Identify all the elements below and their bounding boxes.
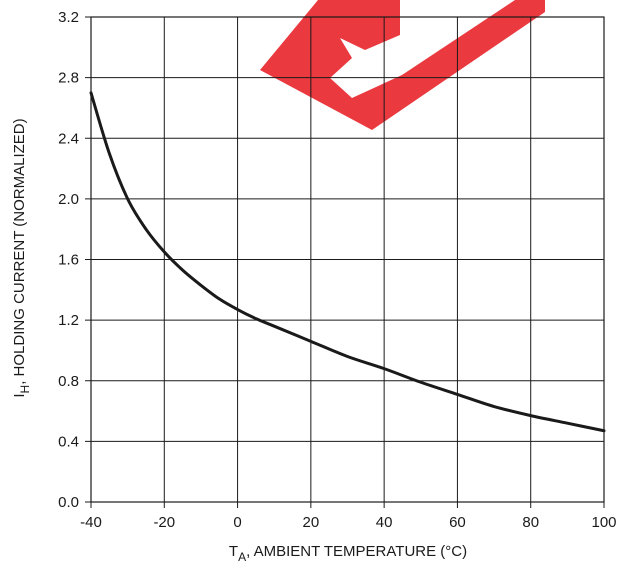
y-tick-label: 0.4 bbox=[58, 433, 79, 450]
watermark-logo bbox=[260, 0, 545, 130]
y-tick-label: 0.8 bbox=[58, 373, 79, 390]
x-axis-label: TA, AMBIENT TEMPERATURE (°C) bbox=[229, 543, 467, 564]
y-axis-label: IH, HOLDING CURRENT (NORMALIZED) bbox=[11, 118, 32, 397]
y-tick-label: 1.6 bbox=[58, 252, 79, 269]
x-tick-label: 60 bbox=[449, 514, 466, 531]
y-tick-label: 3.2 bbox=[58, 9, 79, 26]
y-tick-label: 2.4 bbox=[58, 130, 79, 147]
x-tick-label: -40 bbox=[80, 514, 102, 531]
grid bbox=[85, 16, 605, 508]
holding-current-curve bbox=[89, 91, 606, 433]
y-tick-label: 2.8 bbox=[58, 70, 79, 87]
y-tick-label: 0.0 bbox=[58, 494, 79, 511]
x-tick-label: 0 bbox=[233, 514, 241, 531]
watermark-shape bbox=[260, 0, 545, 130]
y-ticks: 0.0 0.4 0.8 1.2 1.6 2.0 2.4 2.8 3.2 bbox=[58, 9, 79, 511]
y-tick-label: 2.0 bbox=[58, 191, 79, 208]
y-tick-label: 1.2 bbox=[58, 312, 79, 329]
x-tick-label: 40 bbox=[376, 514, 393, 531]
x-ticks: -40 -20 0 20 40 60 80 100 bbox=[80, 514, 616, 531]
plot-frame bbox=[90, 16, 605, 503]
x-tick-label: 80 bbox=[522, 514, 539, 531]
x-tick-label: -20 bbox=[153, 514, 175, 531]
x-tick-label: 100 bbox=[591, 514, 616, 531]
x-tick-label: 20 bbox=[303, 514, 320, 531]
